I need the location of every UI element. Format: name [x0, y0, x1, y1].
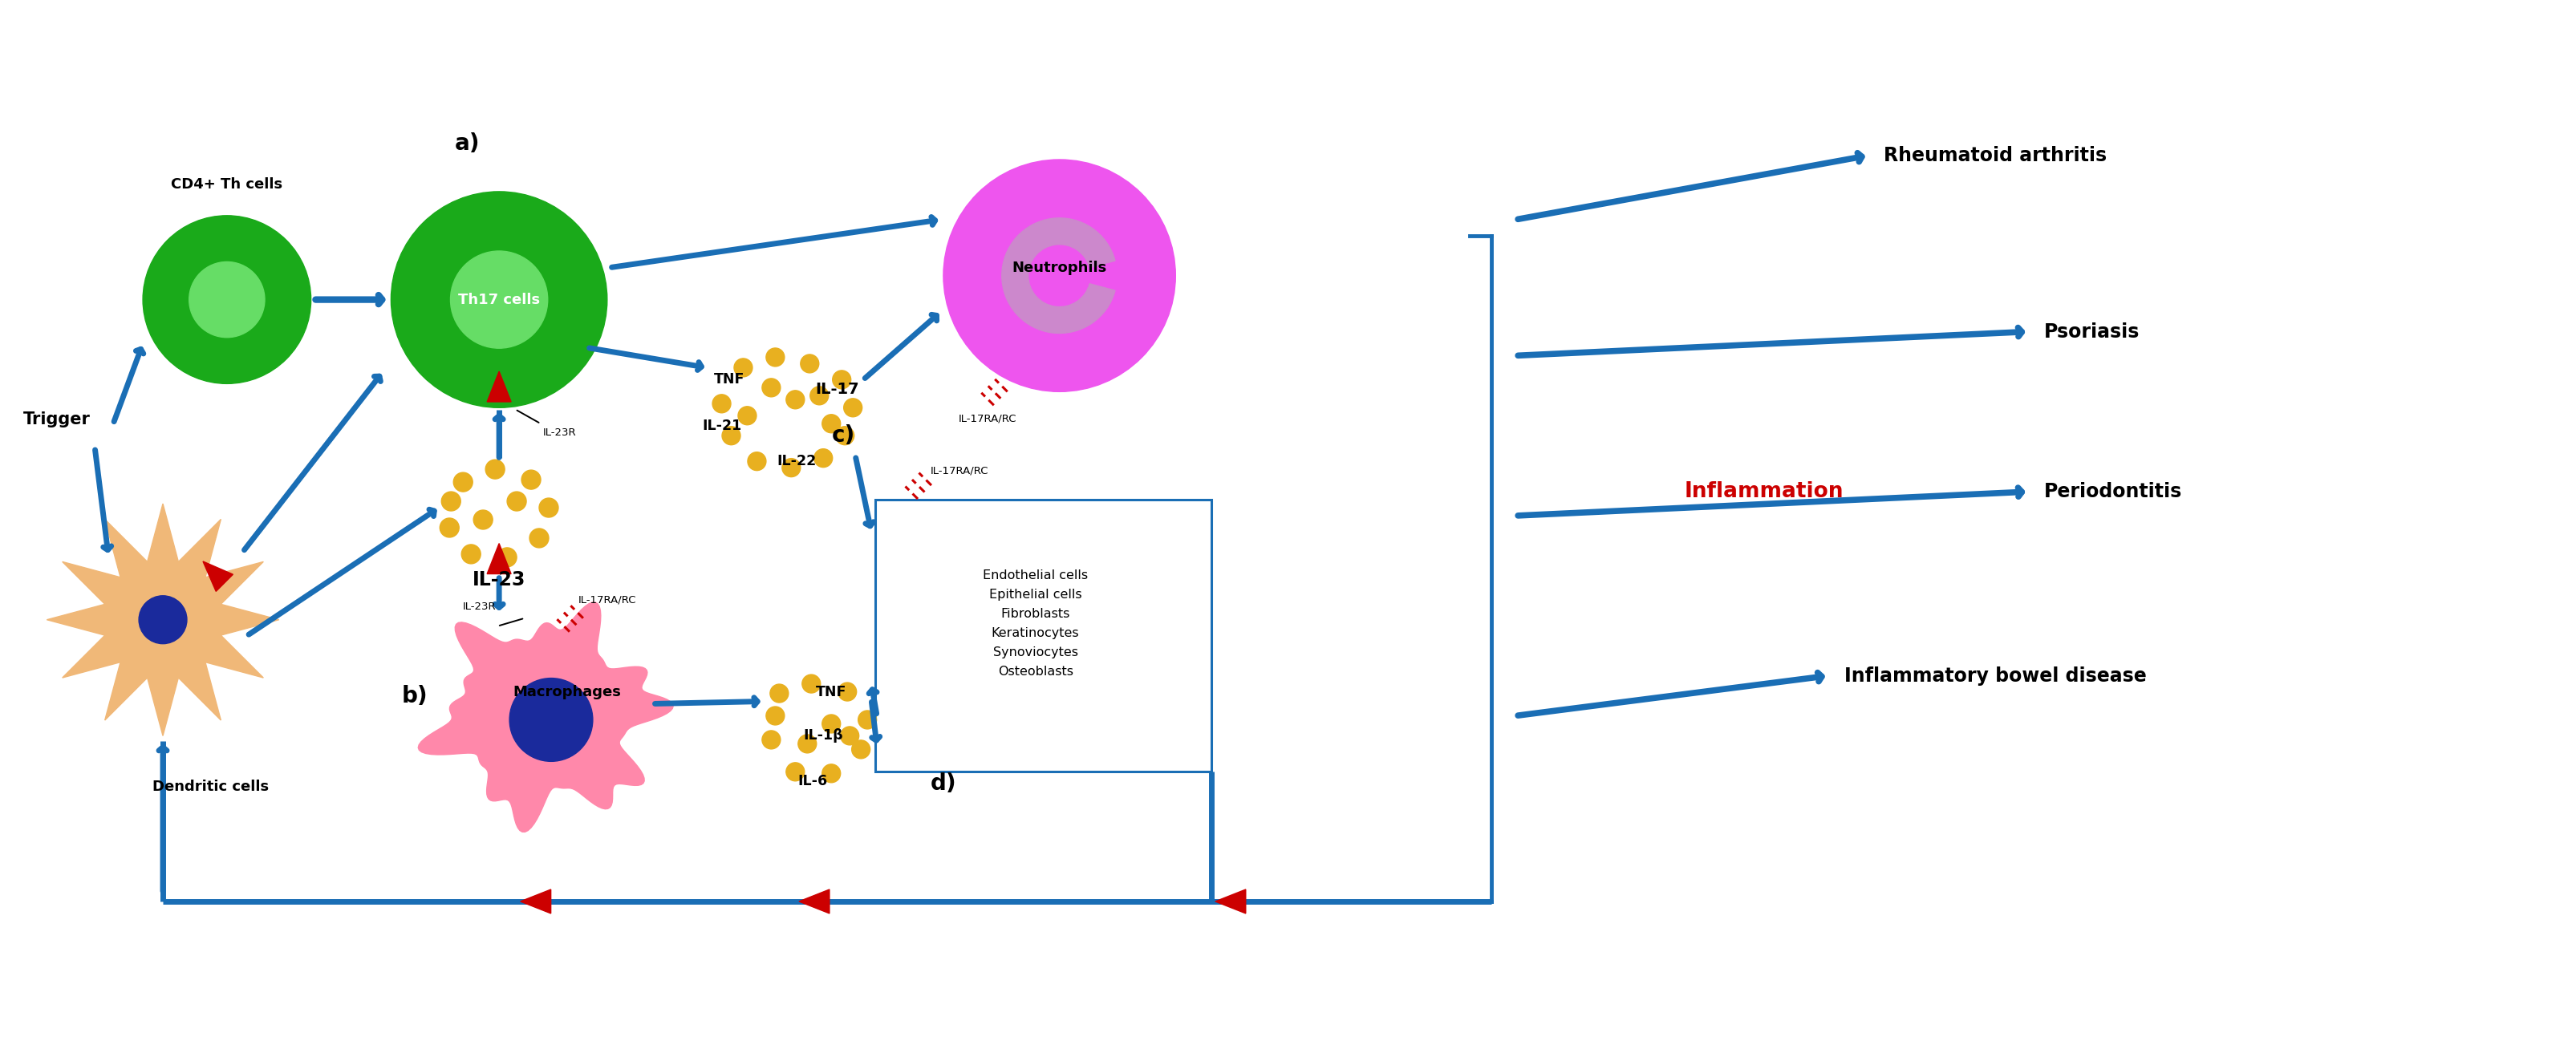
Polygon shape	[204, 561, 232, 591]
Text: IL-17: IL-17	[814, 382, 858, 397]
Circle shape	[832, 370, 850, 389]
Text: Endothelial cells
Epithelial cells
Fibroblasts
Keratinocytes
Synoviocytes
Osteob: Endothelial cells Epithelial cells Fibro…	[981, 569, 1087, 678]
Circle shape	[837, 682, 855, 701]
Circle shape	[786, 391, 804, 409]
Circle shape	[783, 458, 801, 477]
Circle shape	[822, 714, 840, 733]
Text: b): b)	[402, 684, 428, 707]
Circle shape	[711, 394, 732, 413]
Circle shape	[858, 710, 876, 729]
Wedge shape	[1002, 218, 1115, 333]
FancyBboxPatch shape	[876, 500, 1211, 772]
Text: d): d)	[930, 773, 956, 795]
Circle shape	[840, 727, 858, 745]
Circle shape	[734, 359, 752, 376]
Circle shape	[762, 379, 781, 397]
Text: CD4+ Th cells: CD4+ Th cells	[170, 177, 283, 192]
Circle shape	[538, 498, 559, 517]
Circle shape	[835, 426, 853, 445]
Circle shape	[497, 548, 518, 567]
Text: IL-23: IL-23	[471, 570, 526, 589]
Circle shape	[762, 731, 781, 749]
Circle shape	[507, 492, 526, 511]
Circle shape	[510, 678, 592, 761]
Circle shape	[528, 529, 549, 548]
Text: c): c)	[832, 424, 855, 447]
Text: Dendritic cells: Dendritic cells	[152, 780, 268, 794]
Text: Trigger: Trigger	[23, 412, 90, 427]
Polygon shape	[1216, 890, 1244, 914]
Circle shape	[842, 398, 863, 417]
Circle shape	[451, 251, 549, 348]
Text: a): a)	[453, 133, 479, 155]
Text: Macrophages: Macrophages	[513, 684, 621, 699]
Text: IL-17RA/RC: IL-17RA/RC	[958, 414, 1015, 424]
Circle shape	[786, 762, 804, 781]
Text: IL-1β: IL-1β	[804, 729, 842, 742]
Text: IL-23R: IL-23R	[544, 427, 577, 438]
Circle shape	[737, 407, 757, 425]
Circle shape	[142, 216, 312, 384]
Circle shape	[474, 510, 492, 529]
Text: TNF: TNF	[817, 684, 848, 699]
Circle shape	[770, 684, 788, 702]
Polygon shape	[487, 371, 510, 401]
Circle shape	[799, 734, 817, 753]
Circle shape	[853, 740, 871, 759]
Circle shape	[484, 459, 505, 479]
Circle shape	[822, 764, 840, 783]
Circle shape	[747, 452, 765, 471]
Polygon shape	[799, 890, 829, 914]
Circle shape	[814, 449, 832, 468]
Circle shape	[801, 674, 819, 693]
Text: IL-22: IL-22	[778, 454, 817, 469]
Text: TNF: TNF	[714, 372, 744, 387]
Text: Rheumatoid arthritis: Rheumatoid arthritis	[1883, 146, 2107, 165]
Circle shape	[801, 355, 819, 373]
Text: Inflammation: Inflammation	[1685, 481, 1842, 502]
Text: Th17 cells: Th17 cells	[459, 292, 541, 307]
Circle shape	[392, 192, 608, 408]
Circle shape	[809, 387, 829, 404]
Text: IL-6: IL-6	[799, 775, 827, 788]
Circle shape	[139, 595, 188, 644]
Circle shape	[520, 470, 541, 489]
Circle shape	[440, 492, 461, 511]
Polygon shape	[487, 543, 510, 573]
Circle shape	[822, 415, 840, 432]
Circle shape	[765, 706, 783, 725]
Polygon shape	[46, 504, 278, 736]
Text: Psoriasis: Psoriasis	[2043, 323, 2138, 341]
Text: IL-23R: IL-23R	[461, 601, 495, 612]
Polygon shape	[520, 890, 551, 914]
Circle shape	[461, 544, 482, 564]
Text: IL-17RA/RC: IL-17RA/RC	[930, 466, 989, 476]
Text: Neutrophils: Neutrophils	[1012, 260, 1108, 275]
Circle shape	[943, 160, 1175, 392]
Text: IL-17RA/RC: IL-17RA/RC	[577, 595, 636, 606]
Text: IL-21: IL-21	[701, 419, 742, 433]
Circle shape	[188, 261, 265, 337]
Text: Periodontitis: Periodontitis	[2043, 482, 2182, 501]
Circle shape	[765, 348, 783, 366]
Circle shape	[453, 473, 471, 492]
Circle shape	[721, 426, 739, 445]
Polygon shape	[417, 602, 672, 832]
Circle shape	[440, 518, 459, 537]
Text: Inflammatory bowel disease: Inflammatory bowel disease	[1844, 666, 2146, 685]
